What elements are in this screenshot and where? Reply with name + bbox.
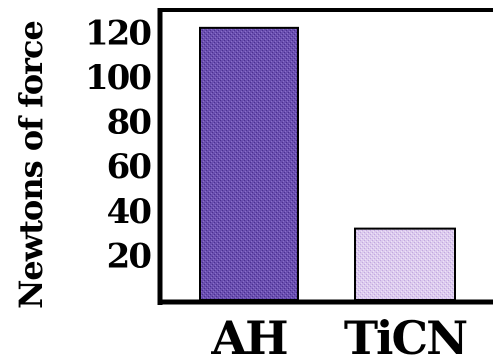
bars [199, 26, 456, 301]
y-tick-label: 20 [107, 236, 152, 276]
x-category-label: TiCN [344, 311, 467, 360]
x-category-labels: AH TiCN [210, 311, 469, 360]
y-tick-label: 40 [107, 192, 152, 232]
bar-ah [199, 26, 299, 301]
y-tick-label: 80 [107, 103, 152, 143]
y-axis-label: Newtons of force [12, 21, 50, 309]
y-tick-label: 100 [85, 58, 151, 98]
bar-ticn [354, 227, 456, 301]
x-category-label: AH [210, 311, 287, 360]
plot-frame [157, 8, 493, 305]
y-tick-label: 60 [107, 147, 152, 187]
y-tick-label: 120 [85, 13, 151, 53]
